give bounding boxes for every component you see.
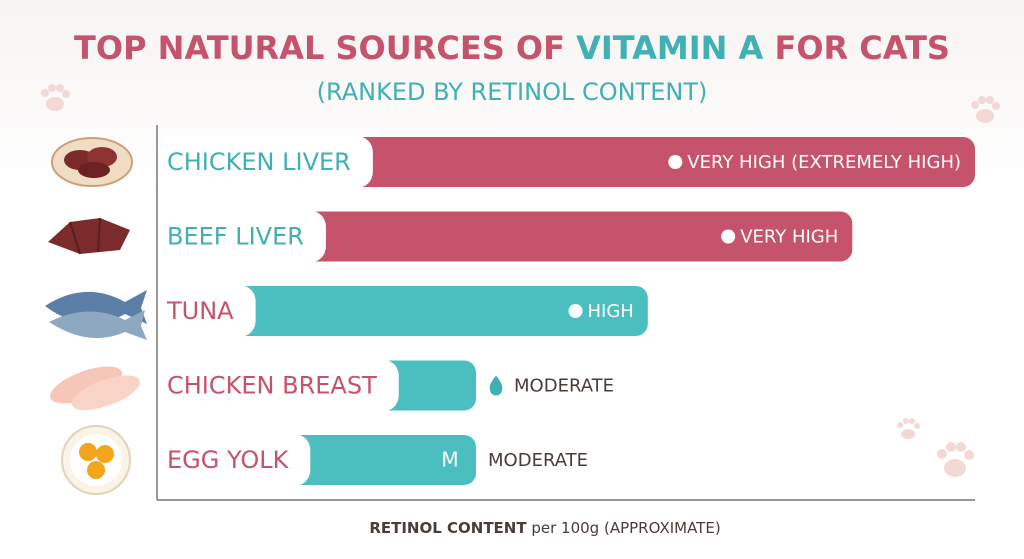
bar <box>157 211 853 262</box>
x-axis-label: RETINOL CONTENT per 100g (APPROXIMATE) <box>369 519 720 537</box>
category-label: TUNA <box>166 297 234 325</box>
value-icon <box>489 375 503 396</box>
x-label-part: RETINOL CONTENT <box>369 519 527 537</box>
value-icon <box>668 155 683 169</box>
paw-prints <box>41 84 1000 477</box>
food-icons <box>45 137 147 495</box>
value-label: MODERATE <box>488 450 588 471</box>
title-part: FOR CATS <box>763 29 950 67</box>
value-label: HIGH <box>587 301 633 322</box>
label-notch <box>155 359 399 412</box>
category-label: CHICKEN LIVER <box>167 148 351 176</box>
label-notch <box>155 136 373 188</box>
category-label: CHICKEN BREAST <box>167 372 377 400</box>
chart-title: TOP NATURAL SOURCES OF VITAMIN A FOR CAT… <box>74 29 950 67</box>
value-icon <box>568 304 583 318</box>
value-label: MODERATE <box>514 376 614 397</box>
value-label: VERY HIGH <box>740 227 838 248</box>
chart-subtitle: (RANKED BY RETINOL CONTENT) <box>317 78 708 106</box>
badge: M <box>441 448 458 472</box>
value-icon <box>721 229 736 244</box>
label-notch <box>155 434 311 486</box>
category-label: BEEF LIVER <box>167 223 304 251</box>
label-notch <box>155 285 256 337</box>
bar <box>157 286 648 336</box>
category-label: EGG YOLK <box>167 446 290 474</box>
title-part: VITAMIN A <box>576 29 763 67</box>
label-notch <box>155 210 326 263</box>
value-label: VERY HIGH (EXTREMELY HIGH) <box>687 152 961 173</box>
title-part: TOP NATURAL SOURCES OF <box>74 29 576 67</box>
x-label-part: per 100g (APPROXIMATE) <box>527 519 721 537</box>
